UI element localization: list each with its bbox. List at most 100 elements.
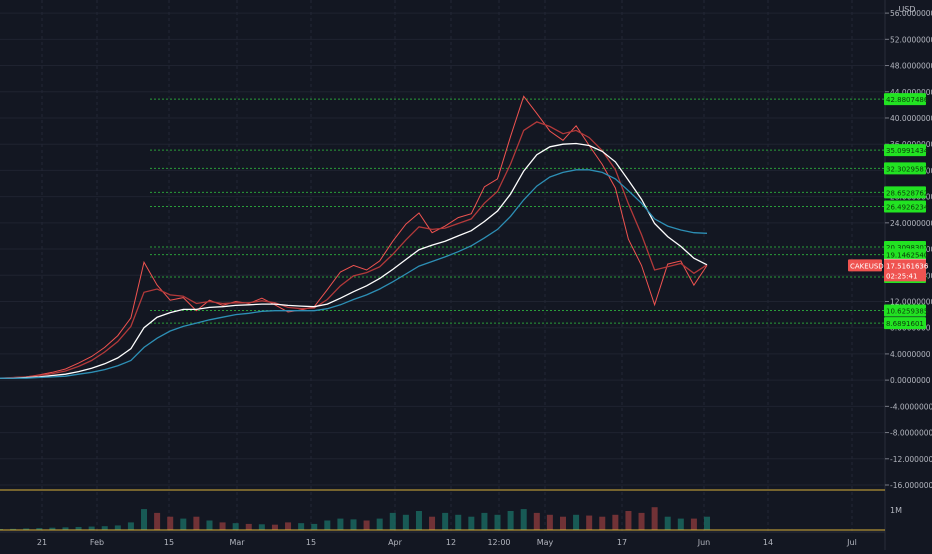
last-price-label: 17.5161636 (886, 262, 929, 270)
x-tick-label: Apr (388, 538, 403, 547)
volume-bars (0, 507, 710, 530)
volume-bar (114, 525, 121, 530)
level-label-box (884, 93, 926, 106)
y-tick-label: 12.0000000 (890, 297, 932, 306)
level-label-box (884, 317, 926, 330)
volume-bar (127, 522, 134, 530)
volume-bar (245, 523, 252, 530)
volume-bar (402, 514, 409, 530)
volume-bar (638, 512, 645, 530)
x-tick-label: 15 (306, 538, 316, 547)
y-tick-label: 56.0000000 (890, 9, 932, 18)
price-series (0, 95, 708, 379)
level-label: 26.4926234 (886, 204, 929, 212)
level-label-box (884, 200, 926, 213)
level-label-box (884, 162, 926, 175)
volume-bar (704, 516, 710, 530)
y-tick-label: 52.0000000 (890, 35, 932, 44)
volume-bar (285, 522, 292, 530)
volume-bar (206, 520, 213, 530)
y-tick-label: 40.0000000 (890, 114, 932, 123)
x-tick-label: 21 (37, 538, 47, 547)
volume-bar (677, 518, 684, 530)
volume-bar (586, 515, 593, 530)
y-tick-label: -16.0000000 (890, 481, 932, 490)
volume-bar (324, 520, 331, 530)
price-labels: 42.8807486 35.0991434 32.3029587 28.6528762… (848, 93, 929, 330)
volume-bar (219, 522, 226, 530)
level-label: 10.6259385 (886, 307, 928, 315)
level-label: 35.0991434 (886, 147, 929, 155)
volume-bar (651, 507, 658, 530)
y-tick-label: -8.0000000 (890, 429, 932, 438)
x-tick-label: Jul (846, 538, 857, 547)
volume-bar (389, 512, 396, 530)
volume-bar (612, 514, 619, 530)
currency-label: USD (898, 5, 915, 14)
level-label: 28.6528762 (886, 189, 928, 197)
last-price-box (884, 259, 926, 282)
x-tick-label: Feb (90, 538, 104, 547)
series-line-ma_mid (0, 142, 708, 379)
volume-bar (62, 527, 69, 530)
volume-bar (559, 516, 566, 530)
y-tick-label: 0.0000000 (890, 376, 931, 385)
volume-bar (520, 509, 527, 530)
volume-bar (88, 526, 95, 530)
symbol-tag: CAKEUSD (850, 262, 884, 270)
volume-bar (573, 514, 580, 530)
volume-bar (494, 514, 501, 530)
volume-bar (481, 512, 488, 530)
volume-bar (23, 528, 30, 530)
level-label-box (884, 186, 926, 199)
x-tick-label: 14 (763, 538, 773, 547)
x-tick-label: 12 (446, 538, 456, 547)
volume-bar (625, 511, 632, 530)
x-tick-label: 15 (164, 538, 174, 547)
volume-bar (167, 516, 174, 530)
level-label-box (884, 304, 926, 317)
volume-bar (455, 514, 462, 530)
volume-bar (429, 516, 436, 530)
volume-bar (141, 509, 148, 530)
volume-bar (415, 511, 422, 530)
level-label: 20.3098307 (886, 244, 928, 252)
volume-bar (442, 512, 449, 530)
x-tick-label: Mar (229, 538, 245, 547)
volume-bar (363, 520, 370, 530)
volume-bar (507, 511, 514, 530)
volume-bar (10, 528, 17, 530)
series-line-ma_long (0, 169, 708, 379)
volume-bar (690, 518, 697, 530)
volume-bar (101, 526, 108, 530)
level-label: 42.8807486 (886, 96, 929, 104)
volume-bar (75, 526, 82, 530)
volume-bar (49, 527, 56, 530)
volume-bar (468, 516, 475, 530)
level-label: 32.3029587 (886, 165, 928, 173)
level-label-box (884, 248, 926, 261)
y-tick-label: -4.0000000 (890, 402, 932, 411)
y-tick-label: 48.0000000 (890, 62, 932, 71)
volume-bar (311, 523, 318, 530)
volume-tick-label: 1M (890, 506, 902, 515)
x-tick-label: May (537, 538, 554, 547)
volume-bar (337, 518, 344, 530)
volume-bar (36, 528, 43, 530)
volume-bar (193, 516, 200, 530)
y-tick-label: 4.0000000 (890, 350, 931, 359)
y-tick-label: -12.0000000 (890, 455, 932, 464)
x-tick-label: Jun (697, 538, 711, 547)
volume-bar (350, 519, 357, 530)
volume-bar (546, 514, 553, 530)
y-tick-label: 44.0000000 (890, 88, 932, 97)
volume-bar (376, 518, 383, 530)
symbol-tag-box (848, 259, 882, 272)
level-label-box (884, 144, 926, 157)
volume-bar (271, 524, 278, 530)
volume-bar (232, 523, 239, 530)
volume-bar (664, 516, 671, 530)
x-tick-label: 12:00 (487, 538, 510, 547)
